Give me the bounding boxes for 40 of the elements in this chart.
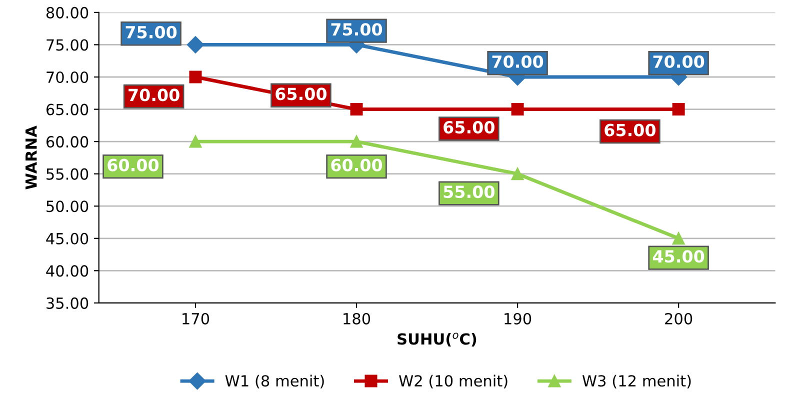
data-label: 55.00 bbox=[444, 186, 494, 198]
x-tick-label: 200 bbox=[665, 312, 692, 324]
legend-label: W2 (10 menit) bbox=[399, 374, 508, 388]
x-tick-label: 190 bbox=[504, 312, 532, 324]
y-tick-label: 45.00 bbox=[46, 232, 88, 244]
point bbox=[672, 103, 685, 116]
y-tick-label: 80.00 bbox=[46, 6, 88, 18]
point bbox=[511, 168, 524, 180]
y-tick-label: 55.00 bbox=[46, 168, 88, 180]
y-tick-label: 70.00 bbox=[46, 71, 88, 84]
legend-label: W3 (12 menit) bbox=[582, 374, 691, 388]
point bbox=[186, 36, 204, 54]
data-label: 75.00 bbox=[331, 23, 382, 36]
point bbox=[350, 103, 363, 116]
data-label: 65.00 bbox=[276, 88, 327, 100]
data-label: 70.00 bbox=[492, 55, 544, 68]
data-label: 60.00 bbox=[108, 158, 159, 172]
data-label: 60.00 bbox=[331, 158, 382, 172]
x-tick-label: 170 bbox=[182, 312, 210, 324]
y-tick-label: 50.00 bbox=[46, 200, 88, 212]
data-label: 75.00 bbox=[126, 26, 177, 38]
data-label: 65.00 bbox=[444, 120, 494, 134]
data-label: 45.00 bbox=[652, 250, 704, 263]
x-tick-label: 180 bbox=[344, 312, 370, 324]
y-tick-label: 35.00 bbox=[46, 297, 88, 309]
y-axis-title: WARNA bbox=[26, 126, 37, 190]
legend-label: W1 (8 menit) bbox=[225, 374, 324, 388]
y-tick-label: 40.00 bbox=[46, 265, 88, 277]
x-axis-title: SUHU($^{o}$C) bbox=[398, 332, 476, 347]
point bbox=[511, 103, 524, 116]
point bbox=[189, 135, 202, 148]
data-label: 70.00 bbox=[653, 55, 704, 68]
y-tick-label: 60.00 bbox=[46, 136, 88, 148]
data-label: 65.00 bbox=[604, 124, 656, 136]
y-tick-label: 65.00 bbox=[46, 104, 88, 116]
point bbox=[672, 232, 685, 245]
y-tick-label: 75.00 bbox=[46, 39, 88, 51]
data-label: 70.00 bbox=[128, 88, 180, 102]
point bbox=[350, 135, 363, 148]
point bbox=[189, 70, 202, 84]
